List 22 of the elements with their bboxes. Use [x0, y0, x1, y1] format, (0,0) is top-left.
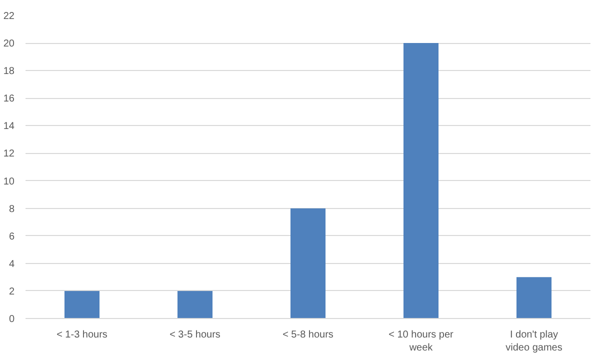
bar [403, 43, 439, 318]
y-tick-label: 8 [8, 204, 15, 215]
x-tick-label: < 1-3 hours [56, 330, 108, 340]
y-tick-label: 2 [8, 286, 15, 298]
x-tick-label: I don't play video games [506, 330, 562, 354]
y-tick-label: 22 [3, 11, 15, 22]
y-tick-label: 20 [3, 38, 15, 50]
y-tick-label: 12 [3, 148, 15, 160]
x-tick-label: < 10 hours per week [388, 330, 454, 354]
y-tick-label: 18 [3, 66, 15, 78]
x-tick-label: < 5-8 hours [282, 330, 334, 340]
bar [516, 277, 552, 318]
y-tick-label: 16 [3, 94, 15, 105]
bar [177, 290, 213, 318]
y-tick-label: 4 [8, 258, 15, 270]
bar [290, 208, 326, 318]
x-tick-label: < 3-5 hours [170, 330, 220, 340]
y-tick-label: 0 [8, 314, 15, 325]
y-tick-label: 10 [3, 176, 15, 188]
bar [64, 290, 100, 318]
y-tick-label: 14 [3, 121, 15, 132]
y-tick-label: 6 [8, 231, 15, 242]
